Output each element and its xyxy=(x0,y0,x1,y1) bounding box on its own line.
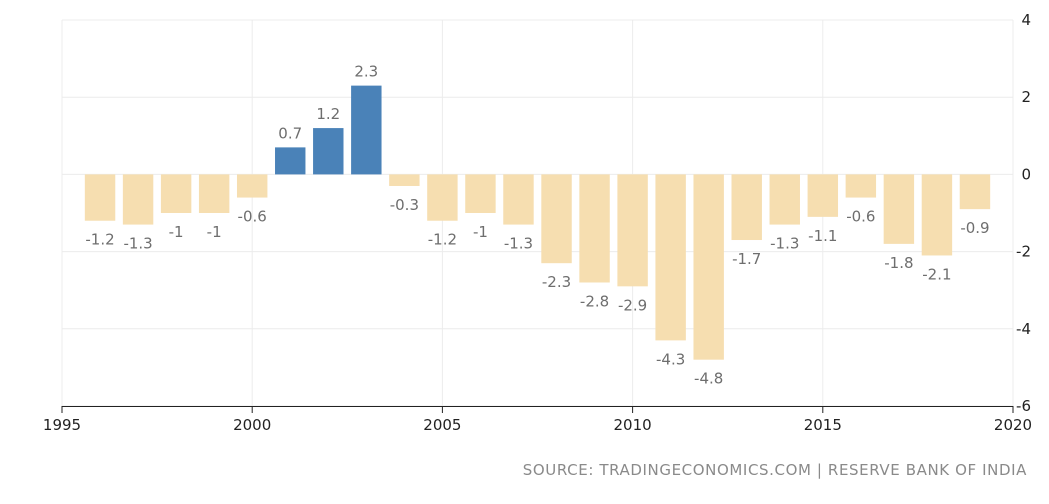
bars xyxy=(84,85,991,360)
data-label-2007: -1.3 xyxy=(504,235,533,253)
y-tick-label-2: 2 xyxy=(1021,88,1031,106)
y-tick-label--4: -4 xyxy=(1016,320,1031,338)
data-label-2000: -0.6 xyxy=(238,208,267,226)
x-tick-label-2000: 2000 xyxy=(233,416,271,434)
bar-2014 xyxy=(769,174,800,225)
bar-2019 xyxy=(959,174,991,210)
bar-2017 xyxy=(883,174,915,244)
y-tick-label--6: -6 xyxy=(1016,397,1031,415)
bar-2007 xyxy=(503,174,534,225)
bar-1997 xyxy=(122,174,154,225)
bar-2016 xyxy=(845,174,877,198)
bar-2001 xyxy=(275,147,306,175)
bar-1998 xyxy=(160,174,192,213)
data-label-2014: -1.3 xyxy=(770,235,799,253)
data-labels: -1.2 -1.3-1 -1-0.60.71.22.3-0.3-1.2 -1-1.3-… xyxy=(85,63,989,388)
bar-2006 xyxy=(465,174,496,213)
data-label-1998: -1 xyxy=(169,223,184,241)
data-label-2019: -0.9 xyxy=(960,219,989,237)
bar-2008 xyxy=(541,174,572,264)
y-tick-label-0: 0 xyxy=(1021,165,1031,183)
y-tick-label-4: 4 xyxy=(1021,11,1031,29)
data-label-1999: -1 xyxy=(207,223,222,241)
bar-2000 xyxy=(236,174,268,198)
bar-2004 xyxy=(389,174,420,186)
bar-2013 xyxy=(731,174,762,241)
x-tick-label-2020: 2020 xyxy=(994,416,1032,434)
bar-2018 xyxy=(921,174,953,256)
data-label-2015: -1.1 xyxy=(808,227,837,245)
data-label-2008: -2.3 xyxy=(542,273,571,291)
bar-2015 xyxy=(807,174,839,217)
bar-2002 xyxy=(313,128,344,175)
bar-1996 xyxy=(84,174,116,221)
data-label-2018: -2.1 xyxy=(922,265,951,283)
data-label-2009: -2.8 xyxy=(580,292,609,310)
y-tick-label--2: -2 xyxy=(1016,243,1031,261)
x-tick-label-1995: 1995 xyxy=(43,416,81,434)
data-label-2001: 0.7 xyxy=(278,124,302,142)
data-label-2011: -4.3 xyxy=(656,350,685,368)
bar-2005 xyxy=(427,174,458,221)
data-label-2006: -1 xyxy=(473,223,488,241)
data-label-2005: -1.2 xyxy=(428,231,457,249)
bar-2011 xyxy=(655,174,686,341)
x-tick-label-2010: 2010 xyxy=(614,416,652,434)
bar-2010 xyxy=(617,174,648,287)
axes: 1995 2000 2005 2010 2015 2020 4 2 0 -2 -4 -6 xyxy=(43,11,1032,434)
source-note: SOURCE: TRADINGECONOMICS.COM | RESERVE B… xyxy=(522,461,1027,479)
data-label-1997: -1.3 xyxy=(123,235,152,253)
data-label-2010: -2.9 xyxy=(618,296,647,314)
data-label-2002: 1.2 xyxy=(316,105,340,123)
data-label-2013: -1.7 xyxy=(732,250,761,268)
data-label-2012: -4.8 xyxy=(694,370,723,388)
x-tick-label-2005: 2005 xyxy=(423,416,461,434)
data-label-2017: -1.8 xyxy=(884,254,913,272)
bar-2009 xyxy=(579,174,610,283)
bar-2012 xyxy=(693,174,724,360)
data-label-2004: -0.3 xyxy=(390,196,419,214)
data-label-1996: -1.2 xyxy=(85,231,114,249)
bar-2003 xyxy=(351,85,382,175)
bar-1999 xyxy=(198,174,230,213)
x-tick-label-2015: 2015 xyxy=(804,416,842,434)
data-label-2016: -0.6 xyxy=(846,208,875,226)
data-label-2003: 2.3 xyxy=(354,63,378,81)
